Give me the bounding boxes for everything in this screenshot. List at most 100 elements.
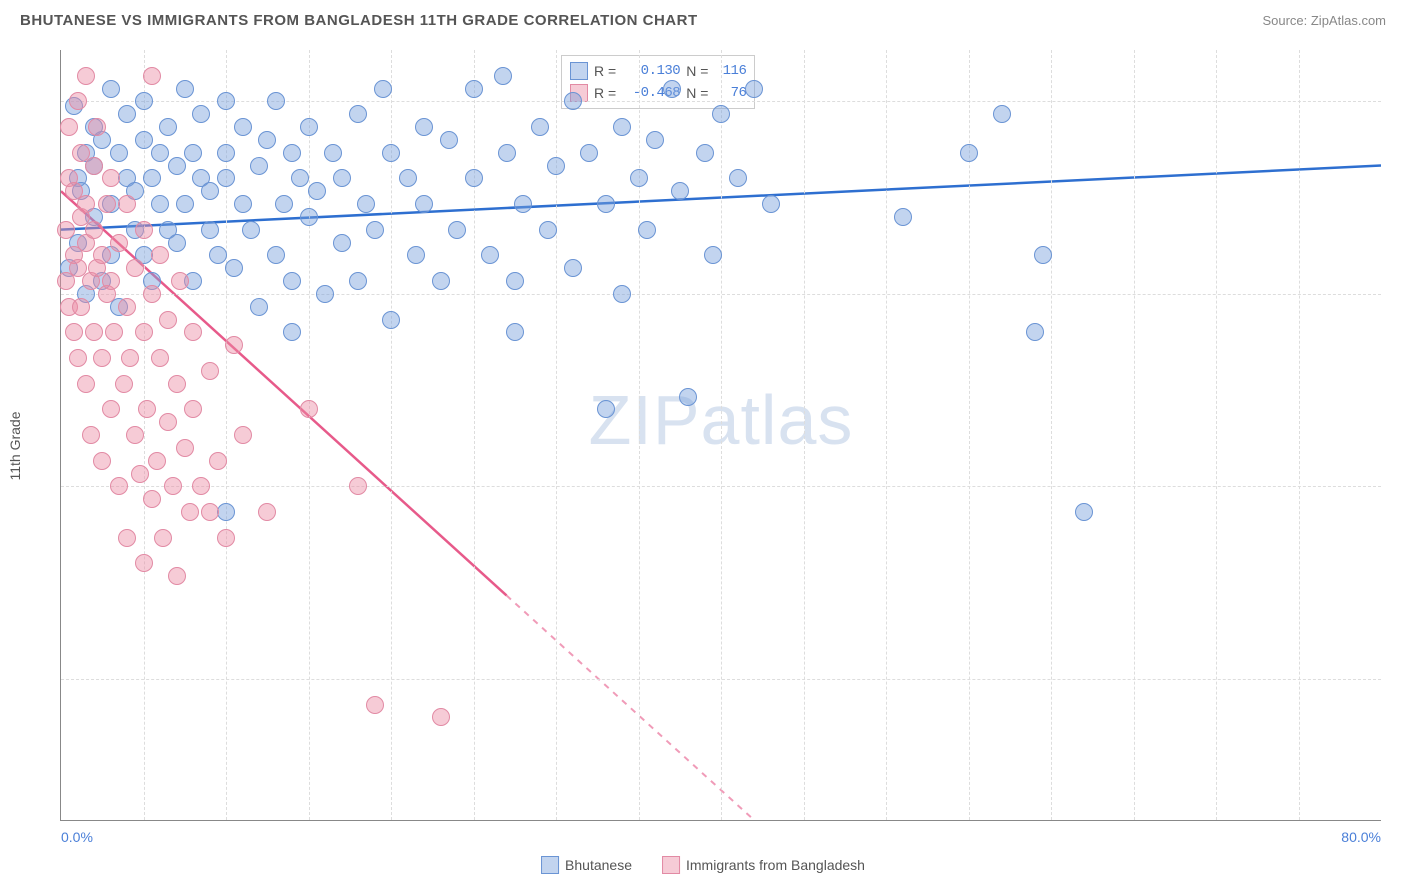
data-point	[110, 234, 128, 252]
data-point	[176, 195, 194, 213]
data-point	[646, 131, 664, 149]
data-point	[118, 105, 136, 123]
stat-r-label: R =	[594, 85, 616, 101]
gridline-v	[804, 50, 805, 820]
data-point	[82, 426, 100, 444]
data-point	[151, 246, 169, 264]
data-point	[159, 311, 177, 329]
gridline-v	[1051, 50, 1052, 820]
stat-n-label: N =	[686, 85, 708, 101]
plot-area: ZIPatlas R = 0.130 N = 116 R = -0.468 N …	[60, 50, 1381, 821]
data-point	[258, 503, 276, 521]
data-point	[547, 157, 565, 175]
legend-bottom: Bhutanese Immigrants from Bangladesh	[541, 856, 865, 874]
legend-item: Immigrants from Bangladesh	[662, 856, 865, 874]
data-point	[151, 144, 169, 162]
ytick-label: 100.0%	[1391, 93, 1406, 109]
data-point	[102, 169, 120, 187]
data-point	[168, 157, 186, 175]
data-point	[65, 323, 83, 341]
data-point	[217, 144, 235, 162]
data-point	[126, 426, 144, 444]
data-point	[217, 503, 235, 521]
stat-r-value: 0.130	[622, 63, 680, 79]
legend-item: Bhutanese	[541, 856, 632, 874]
data-point	[283, 144, 301, 162]
data-point	[168, 375, 186, 393]
legend-label: Immigrants from Bangladesh	[686, 857, 865, 873]
data-point	[176, 439, 194, 457]
data-point	[291, 169, 309, 187]
data-point	[638, 221, 656, 239]
gridline-v	[309, 50, 310, 820]
data-point	[762, 195, 780, 213]
data-point	[960, 144, 978, 162]
data-point	[407, 246, 425, 264]
data-point	[168, 234, 186, 252]
data-point	[77, 375, 95, 393]
data-point	[448, 221, 466, 239]
data-point	[1075, 503, 1093, 521]
data-point	[184, 144, 202, 162]
data-point	[143, 169, 161, 187]
gridline-v	[969, 50, 970, 820]
data-point	[69, 349, 87, 367]
data-point	[250, 298, 268, 316]
data-point	[283, 323, 301, 341]
data-point	[300, 208, 318, 226]
data-point	[154, 529, 172, 547]
data-point	[77, 195, 95, 213]
data-point	[201, 182, 219, 200]
data-point	[102, 272, 120, 290]
data-point	[630, 169, 648, 187]
data-point	[57, 221, 75, 239]
data-point	[267, 246, 285, 264]
legend-swatch	[541, 856, 559, 874]
data-point	[234, 426, 252, 444]
data-point	[242, 221, 260, 239]
data-point	[135, 131, 153, 149]
data-point	[465, 80, 483, 98]
data-point	[72, 298, 90, 316]
stat-n-value: 76	[714, 85, 746, 101]
xtick-label: 0.0%	[61, 829, 93, 845]
data-point	[225, 259, 243, 277]
data-point	[184, 323, 202, 341]
data-point	[745, 80, 763, 98]
data-point	[192, 477, 210, 495]
data-point	[432, 708, 450, 726]
data-point	[138, 400, 156, 418]
data-point	[102, 400, 120, 418]
data-point	[143, 490, 161, 508]
data-point	[209, 246, 227, 264]
data-point	[597, 195, 615, 213]
data-point	[506, 272, 524, 290]
data-point	[135, 323, 153, 341]
data-point	[696, 144, 714, 162]
data-point	[300, 118, 318, 136]
data-point	[679, 388, 697, 406]
data-point	[349, 105, 367, 123]
data-point	[217, 92, 235, 110]
data-point	[135, 221, 153, 239]
data-point	[88, 118, 106, 136]
data-point	[159, 413, 177, 431]
data-point	[374, 80, 392, 98]
data-point	[498, 144, 516, 162]
data-point	[118, 529, 136, 547]
data-point	[60, 118, 78, 136]
data-point	[366, 221, 384, 239]
data-point	[415, 195, 433, 213]
data-point	[192, 105, 210, 123]
data-point	[349, 477, 367, 495]
data-point	[415, 118, 433, 136]
ytick-label: 77.5%	[1391, 671, 1406, 687]
y-axis-label: 11th Grade	[7, 411, 23, 480]
data-point	[217, 529, 235, 547]
data-point	[663, 80, 681, 98]
data-point	[531, 118, 549, 136]
gridline-v	[886, 50, 887, 820]
data-point	[382, 144, 400, 162]
data-point	[85, 157, 103, 175]
gridline-v	[639, 50, 640, 820]
